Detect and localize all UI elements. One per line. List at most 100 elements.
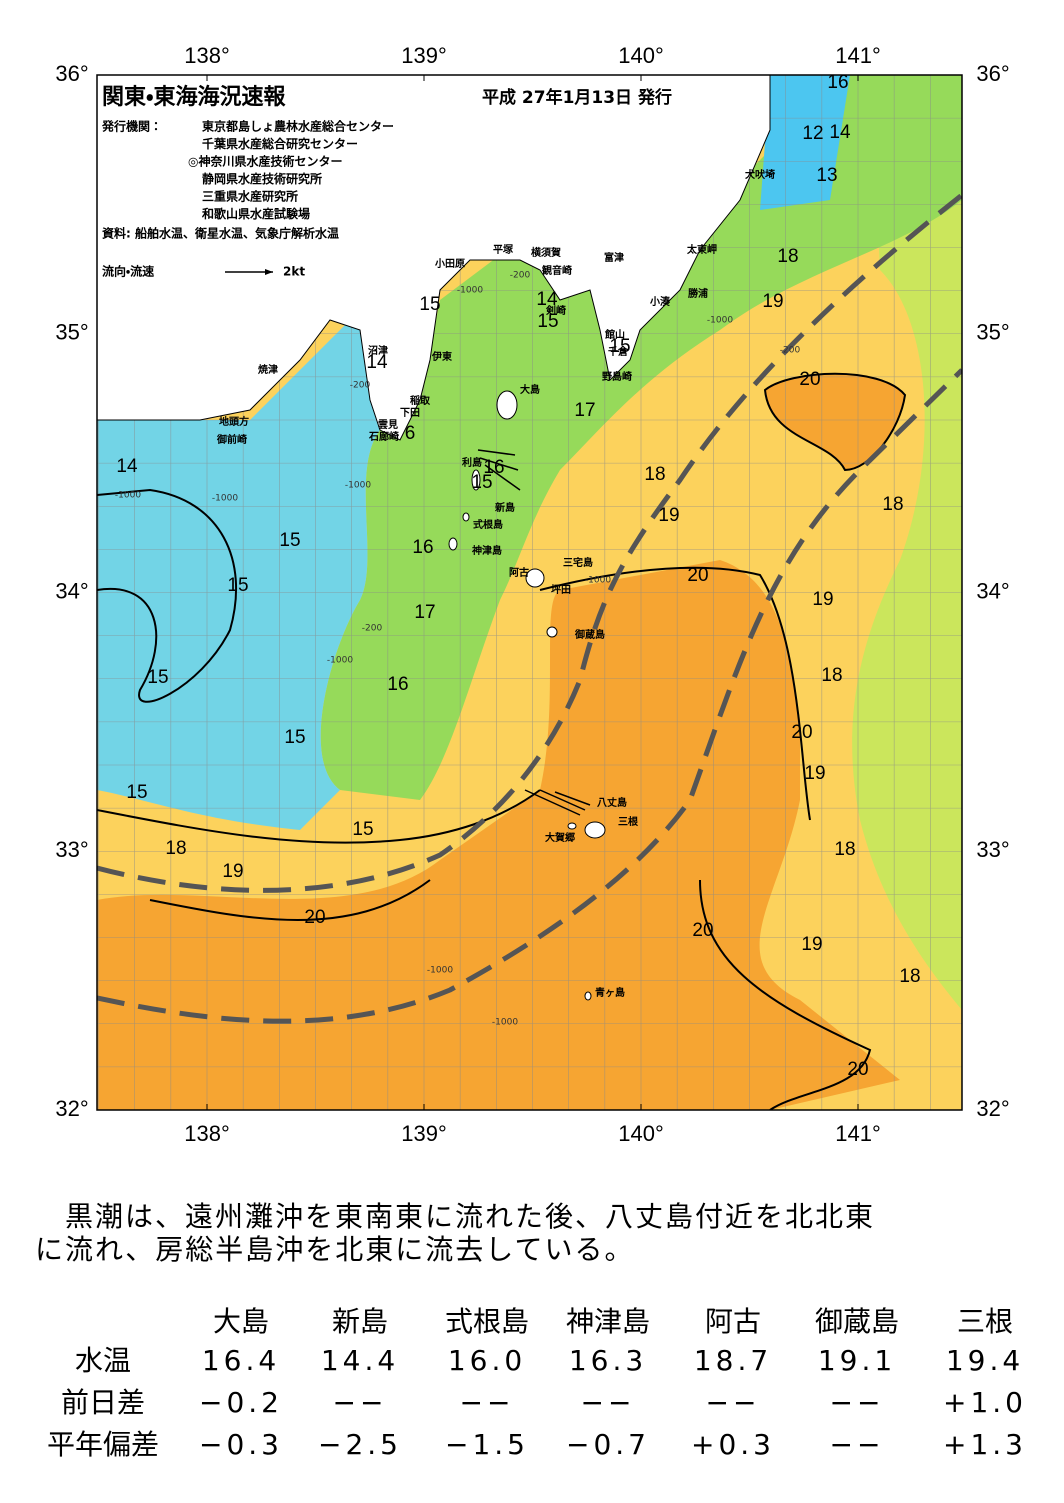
lat-label: 34°: [55, 578, 88, 603]
place-name: 大島: [520, 383, 540, 396]
contour-label: 20: [692, 920, 713, 941]
place-name: 野島崎: [602, 370, 632, 383]
table-header: 御蔵島: [815, 1305, 899, 1338]
depth-label: -1000: [707, 316, 733, 326]
contour-label: 18: [821, 665, 842, 686]
issue-date: 平成 27年1月13日 発行: [482, 87, 672, 108]
contour-label: 18: [834, 839, 855, 860]
contour-label: 19: [222, 861, 243, 882]
place-name: 犬吠埼: [745, 168, 775, 181]
contour-label: 13: [816, 165, 837, 186]
depth-label: -1000: [212, 494, 238, 504]
lon-label: 139°: [401, 1121, 447, 1146]
contour-label: 15: [284, 727, 305, 748]
contour-label: 18: [882, 494, 903, 515]
labels: 138° 138° 139° 139° 140° 140° 141° 141° 36° 36° 35…: [55, 43, 1009, 1146]
issuer: 東京都島しょ農林水産総合センター: [202, 119, 394, 134]
title: 関東・東海海況速報: [102, 84, 286, 110]
map-frame: [96, 74, 963, 1111]
table-header: 阿古: [705, 1305, 761, 1338]
table-cell: −−: [581, 1386, 636, 1419]
lat-label: 32°: [976, 1096, 1009, 1121]
place-name: 三宅島: [563, 556, 593, 569]
contour-label: 12: [802, 123, 823, 144]
table-cell: 16.3: [569, 1344, 647, 1377]
contour-label: 15: [609, 336, 630, 357]
issuer: 三重県水産研究所: [202, 189, 298, 204]
table-cell: −−: [830, 1386, 885, 1419]
table-cell: −0.7: [566, 1428, 650, 1461]
contour-label: 20: [847, 1059, 868, 1080]
row-label: 前日差: [61, 1386, 145, 1419]
contour-label: 14: [536, 289, 558, 310]
table-cell: −1.5: [445, 1428, 529, 1461]
table-cell: 19.4: [946, 1344, 1024, 1377]
table-cell: 19.1: [818, 1344, 896, 1377]
summary-line: 黒潮は、遠州灘沖を東南東に流れた後、八丈島付近を北北東: [35, 1200, 875, 1233]
depth-label: -1000: [427, 966, 453, 976]
contour-label: 15: [352, 819, 373, 840]
contour-label: 19: [658, 505, 679, 526]
place-name: 太東岬: [686, 243, 717, 256]
table-cell: −−: [333, 1386, 388, 1419]
table-cell: 16.4: [202, 1344, 280, 1377]
contour-label: 15: [227, 575, 248, 596]
table-cell: 16.0: [448, 1344, 526, 1377]
place-name: 雲見: [378, 419, 398, 431]
contour-label: 15: [147, 667, 168, 688]
contour-label: 18: [777, 246, 798, 267]
table-cell: 18.7: [694, 1344, 772, 1377]
place-name: 勝浦: [688, 287, 708, 300]
lat-label: 36°: [55, 61, 88, 86]
contour-label: 19: [762, 291, 783, 312]
contour-label: 15: [126, 782, 147, 803]
contour-label: 19: [812, 589, 833, 610]
lat-label: 33°: [976, 837, 1009, 862]
place-name: 利島: [462, 456, 482, 469]
issuer: 静岡県水産技術研究所: [202, 171, 322, 186]
lon-label: 141°: [835, 1121, 881, 1146]
contour-label: 16: [827, 72, 848, 93]
contour-label: 15: [279, 530, 300, 551]
lat-label: 35°: [976, 320, 1009, 345]
contour-label: 20: [791, 722, 812, 743]
depth-label: -1000: [345, 481, 371, 491]
legend-label: 流向・流速: [102, 264, 154, 279]
contour-label: 15: [471, 472, 492, 493]
lat-label: 36°: [976, 61, 1009, 86]
place-name: 下田: [400, 407, 420, 419]
place-name: 焼津: [258, 363, 278, 376]
depth-label: -200: [350, 381, 371, 391]
lon-label: 138°: [184, 1121, 230, 1146]
contour-label: 18: [165, 838, 186, 859]
map-field: [97, 75, 962, 1110]
issuer: ◎神奈川県水産技術センター: [188, 154, 342, 169]
contour-label: 14: [366, 352, 388, 373]
lon-label: 140°: [618, 1121, 664, 1146]
place-name: 神津島: [471, 544, 502, 557]
depth-label: -1000: [585, 576, 611, 586]
table-cell: −−: [830, 1428, 885, 1461]
issuer-label: 発行機関：: [101, 119, 162, 134]
lon-label: 139°: [401, 43, 447, 68]
place-name: 平塚: [493, 243, 514, 256]
lon-label: 140°: [618, 43, 664, 68]
place-name: 館山: [604, 328, 625, 341]
place-name: 大賀郷: [545, 831, 575, 844]
place-name: 富津: [604, 251, 624, 264]
issuer: 千葉県水産総合研究センター: [202, 136, 358, 151]
issuer: 和歌山県水産試験場: [201, 206, 310, 221]
depth-label: -200: [362, 624, 383, 634]
place-name: 小湊: [649, 295, 671, 308]
contour-label: 20: [799, 369, 820, 390]
depth-label: -1000: [457, 286, 483, 296]
table-cell: +0.3: [691, 1428, 775, 1461]
contour-label: 16: [412, 537, 433, 558]
place-name: 地頭方: [219, 415, 249, 428]
legend-arrowhead: [265, 269, 273, 275]
lat-label: 34°: [976, 578, 1009, 603]
place-name: 伊東: [431, 350, 452, 363]
place-name: 式根島: [473, 518, 503, 531]
place-name: 坪田: [551, 583, 571, 596]
place-name: 新島: [494, 501, 515, 514]
